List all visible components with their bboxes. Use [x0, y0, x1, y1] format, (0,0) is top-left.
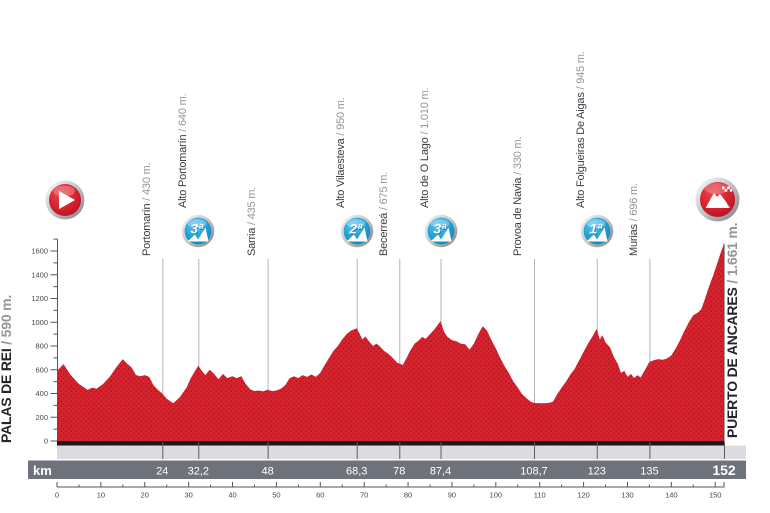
- km-bar-value: 123: [588, 466, 606, 478]
- ruler-label: 40: [228, 491, 236, 500]
- finish-icon: [695, 177, 740, 222]
- y-tick-label: 200: [35, 413, 48, 422]
- km-bar-unit-label: km: [33, 463, 52, 478]
- km-bar-end-value: 152: [712, 462, 736, 478]
- ruler-label: 60: [316, 491, 324, 500]
- y-tick-label: 1200: [31, 294, 48, 303]
- km-bar-value: 24: [156, 466, 168, 478]
- y-tick-label: 1600: [31, 247, 48, 256]
- svg-text:2ª: 2ª: [349, 221, 364, 237]
- km-bar-value: 135: [640, 466, 658, 478]
- y-tick-label: 0: [44, 437, 48, 446]
- ruler-label: 80: [404, 491, 412, 500]
- ruler-label: 130: [621, 491, 634, 500]
- ruler-label: 30: [184, 491, 192, 500]
- y-tick-label: 800: [35, 342, 48, 351]
- ruler-label: 10: [97, 491, 105, 500]
- km-bar: [28, 460, 746, 479]
- category-badge-3: 3ª 3ª: [424, 214, 458, 253]
- ruler-label: 140: [665, 491, 678, 500]
- y-tick-label: 1000: [31, 318, 48, 327]
- baseline-strip: [57, 441, 724, 446]
- category-badge-1: 1ª 1ª: [580, 214, 614, 253]
- ruler-label: 110: [534, 491, 546, 500]
- svg-text:3ª: 3ª: [191, 221, 205, 237]
- ruler-label: 50: [272, 491, 280, 500]
- mountain-finish-icon: [695, 177, 740, 222]
- svg-text:3ª: 3ª: [434, 221, 448, 237]
- km-bar-value: 32,2: [188, 466, 209, 478]
- category-badge-3: 3ª 3ª: [181, 214, 215, 253]
- svg-text:1ª: 1ª: [589, 221, 603, 237]
- ruler-label: 20: [141, 491, 149, 500]
- y-tick-label: 1400: [31, 270, 48, 279]
- km-marker-band: [57, 445, 746, 459]
- svg-text:2ª: 2ª: [348, 221, 363, 237]
- svg-text:1ª: 1ª: [590, 221, 604, 237]
- km-bar-value: 78: [393, 466, 405, 478]
- km-bar-value: 48: [262, 466, 274, 478]
- km-bar-value: 68,3: [346, 466, 367, 478]
- y-tick-label: 400: [35, 389, 48, 398]
- start-icon: [45, 180, 85, 220]
- play-icon: [45, 180, 85, 220]
- ruler-label: 0: [55, 491, 59, 500]
- km-bar-value: 108,7: [520, 466, 548, 478]
- category-badge-2: 2ª 2ª: [340, 214, 374, 253]
- svg-text:3ª: 3ª: [191, 221, 205, 237]
- elevation-profile-area: [57, 243, 724, 441]
- svg-text:3ª: 3ª: [433, 221, 447, 237]
- ruler-label: 100: [490, 491, 503, 500]
- ruler-label: 120: [577, 491, 590, 500]
- ruler-label: 90: [448, 491, 456, 500]
- y-tick-label: 600: [35, 365, 48, 374]
- km-bar-value: 87,4: [430, 466, 451, 478]
- ruler-label: 70: [360, 491, 368, 500]
- ruler-label: 150: [709, 491, 722, 500]
